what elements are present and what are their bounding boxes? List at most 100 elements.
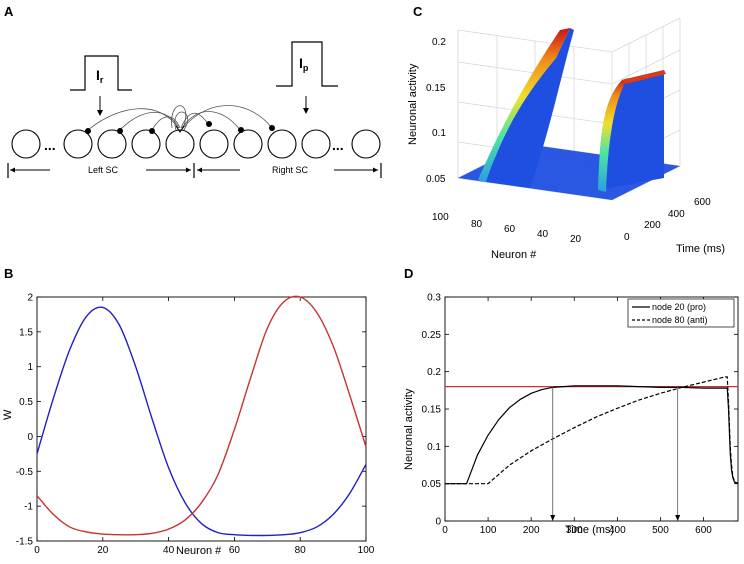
panel-c-letter: C [413,4,423,19]
neuron-circle [267,129,297,159]
region-arrowhead [10,167,15,173]
x-tick-label: 600 [695,525,712,536]
x-tick-label: 100 [358,545,375,556]
ellipsis-right: ... [332,137,344,153]
input-right-label: Ip [299,55,309,73]
x-tick-label: 500 [652,525,669,536]
z-tick-label: 0.1 [432,128,446,139]
time-tick-label: 0 [624,232,630,243]
y-tick-label: 0.5 [19,397,33,408]
neuron-circle [199,129,229,159]
surface-peak-pro-edge [598,78,628,192]
panel-b-letter: B [4,266,13,281]
x-tick-label: 20 [97,545,109,556]
y-tick-label: 0.05 [422,479,442,490]
legend-box [627,298,735,328]
input-pulse-left [70,55,132,91]
crossing-arrowhead [550,515,556,521]
panel-c-surface: C 0.2 0.15 0.1 0.05 N [407,4,725,261]
neuron-circle [351,129,381,159]
synapse-dot [269,125,275,131]
x-axis-label-b: Neuron # [176,545,222,557]
legend-label-pro: node 20 (pro) [652,302,706,312]
time-tick-label: 400 [668,209,685,220]
lateral-connections [87,105,273,131]
neuron-circle [233,129,263,159]
input-arrowhead-right [303,108,309,114]
neuron-tick-label: 80 [471,219,483,230]
y-tick-label: 2 [27,293,33,304]
region-arrowhead [186,167,191,173]
y-tick-label: 0 [27,432,33,443]
ellipsis-left: ... [44,137,56,153]
neuron-circle [131,129,161,159]
input-arrowhead-left [97,110,103,116]
neuron-circle [11,129,41,159]
y-axis-label-b: W [2,409,14,420]
y-tick-label: 1 [27,362,33,373]
x-tick-label: 400 [609,525,626,536]
surface-peak-anti [486,28,574,188]
neuron-circle [165,129,195,159]
panel-d-letter: D [404,266,413,281]
synapse-dot [149,128,155,134]
surface-peak-pro-crest [622,70,666,84]
y-tick-label: 0.3 [427,293,441,304]
y-tick-label: 0.1 [427,442,441,453]
right-sc-label: Right SC [272,165,309,175]
panel-a-schematic: A Ir Ip ... ... [4,4,382,178]
z-tick-label: 0.15 [426,83,446,94]
panel-a-letter: A [4,4,14,19]
x-tick-label: 80 [295,545,307,556]
synapse-dot [117,128,123,134]
neuron-axis-label: Neuron # [491,249,537,261]
input-left-label: Ir [96,67,104,85]
z-axis-label: Neuronal activity [407,63,419,145]
region-arrowhead [197,167,202,173]
neuron-tick-label: 40 [537,229,549,240]
z-tick-label: 0.05 [426,174,446,185]
arrowhead-self [175,125,185,133]
x-axis-label-d: Time (ms) [565,524,614,536]
time-axis-label: Time (ms) [676,243,725,255]
tick-marks-d: 0 100 200 300 400 500 600 0 0.05 0.1 0.15 0.2 0.25 0.… [422,293,738,536]
synapse-dot [85,128,91,134]
crossing-arrowhead [675,515,681,521]
legend: node 20 (pro) node 80 (anti) [627,298,735,328]
line-series-b [36,295,367,537]
time-tick-label: 200 [644,220,661,231]
y-axis-label-d: Neuronal activity [403,388,415,470]
y-tick-label: 0.2 [427,367,441,378]
neuron-tick-label: 100 [432,212,449,223]
neuron-circle [301,129,331,159]
left-sc-label: Left SC [88,165,119,175]
panel-b-chart: B 0 20 40 60 80 100 -1.5 -1 -0.5 0 0.5 1 1.5 2 Neuron… [2,266,375,557]
legend-label-anti: node 80 (anti) [652,315,708,325]
region-arrowhead [373,167,378,173]
neuron-tick-label: 20 [570,234,582,245]
x-tick-label: 100 [480,525,497,536]
y-tick-label: 0.15 [422,405,442,416]
axes-frame-d [444,296,739,522]
y-tick-label: 0 [435,517,441,528]
y-tick-label: -0.5 [16,467,34,478]
x-tick-label: 0 [442,525,448,536]
synapse-dot [238,127,244,133]
neuron-tick-label: 60 [504,224,516,235]
x-tick-label: 300 [566,525,583,536]
series-line-node-80-anti- [445,376,739,485]
tick-marks-b: 0 20 40 60 80 100 -1.5 -1 -0.5 0 0.5 1 1.5 2 [16,293,375,557]
y-tick-label: -1 [24,502,33,513]
synapse-dot [206,121,212,127]
panel-d-chart: D 0 100 200 300 400 500 600 0 0.05 0.1 0.15 0.2 0.25… [403,266,739,536]
y-tick-label: -1.5 [16,537,34,548]
surface-peak-anti-edge [478,28,570,182]
x-tick-label: 200 [523,525,540,536]
neuron-circle [63,129,93,159]
y-tick-label: 0.25 [422,330,442,341]
neuron-circle [97,129,127,159]
time-tick-label: 600 [694,197,711,208]
axes-frame-b [36,296,367,542]
x-tick-label: 40 [163,545,175,556]
